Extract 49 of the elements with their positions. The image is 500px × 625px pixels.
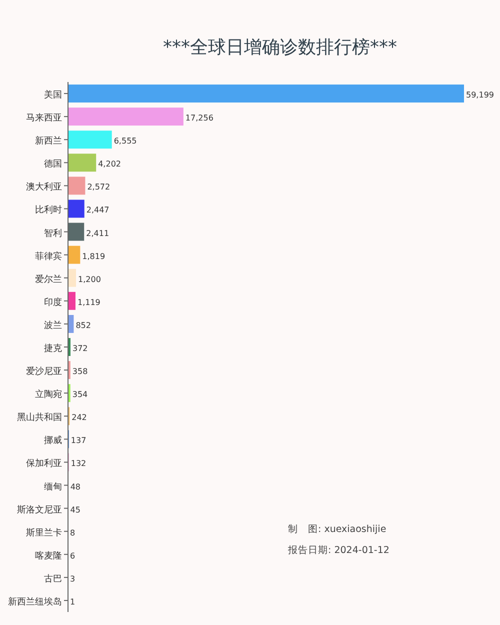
data-label: 137 — [70, 436, 86, 446]
y-tick-label: 黑山共和国 — [17, 412, 62, 424]
y-tick-label: 喀麦隆 — [35, 550, 62, 562]
y-tick-label: 斯里兰卡 — [26, 527, 62, 538]
y-tick-label: 菲律宾 — [35, 250, 62, 262]
data-label: 6,555 — [114, 136, 137, 146]
data-label: 17,256 — [185, 114, 214, 123]
data-label: 3 — [70, 574, 76, 584]
data-label: 2,572 — [87, 182, 110, 192]
data-label: 48 — [70, 482, 81, 492]
data-label: 8 — [70, 528, 76, 538]
data-label: 1,819 — [82, 252, 106, 261]
y-tick-label: 波兰 — [44, 320, 62, 331]
y-tick-label: 德国 — [44, 158, 62, 170]
y-tick-label: 智利 — [44, 228, 62, 239]
y-tick-label: 立陶宛 — [35, 389, 62, 400]
data-label: 852 — [76, 320, 91, 330]
data-label: 372 — [72, 344, 88, 353]
y-tick-label: 爱沙尼亚 — [26, 366, 62, 378]
y-tick-label: 澳大利亚 — [26, 182, 62, 193]
data-label: 242 — [72, 413, 87, 422]
y-tick-label: 爱尔兰 — [35, 274, 62, 285]
y-tick-label: 比利时 — [35, 204, 62, 216]
data-label: 1,119 — [77, 298, 100, 307]
y-tick-label: 古巴 — [44, 573, 62, 584]
y-tick-label: 印度 — [44, 296, 62, 308]
y-tick-label: 新西兰 — [35, 136, 62, 147]
chart-title: ***全球日增确诊数排行榜*** — [163, 37, 397, 58]
y-tick-label: 保加利亚 — [26, 458, 62, 470]
data-label: 45 — [70, 505, 80, 514]
annotation: 制 图: xuexiaoshijie — [288, 523, 386, 535]
data-label: 354 — [72, 390, 88, 400]
data-label: 358 — [72, 367, 88, 376]
data-label: 59,199 — [466, 90, 494, 100]
y-tick-label: 挪威 — [44, 435, 62, 446]
y-tick-label: 美国 — [44, 90, 62, 101]
data-label: 1 — [70, 597, 76, 606]
data-label: 2,411 — [86, 228, 110, 238]
y-tick-label: 捷克 — [44, 343, 62, 354]
y-tick-label: 斯洛文尼亚 — [17, 504, 62, 516]
data-label: 1,200 — [78, 274, 101, 284]
y-tick-label: 马来西亚 — [26, 112, 62, 124]
annotation: 报告日期: 2024-01-12 — [287, 544, 390, 556]
y-tick-label: 新西兰纽埃岛 — [8, 596, 62, 608]
data-label: 4,202 — [98, 160, 122, 169]
data-label: 2,447 — [86, 206, 110, 215]
y-tick-label: 缅甸 — [44, 481, 62, 492]
data-label: 132 — [70, 459, 86, 468]
data-label: 6 — [70, 551, 76, 560]
